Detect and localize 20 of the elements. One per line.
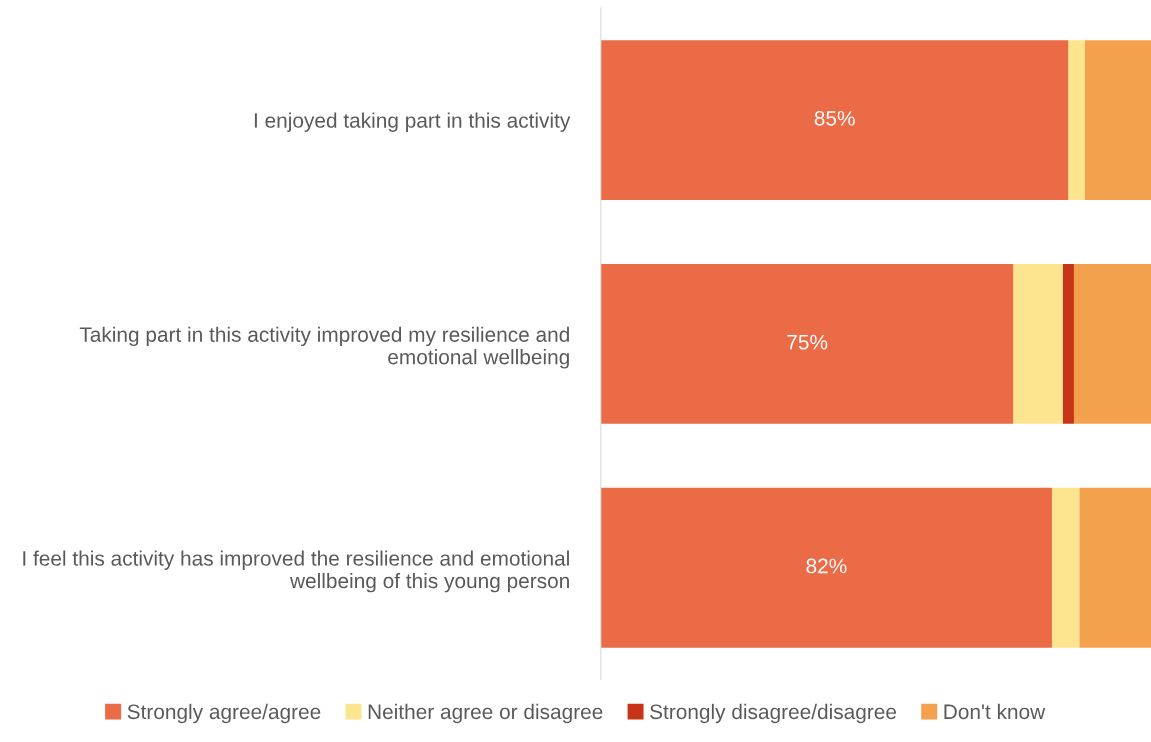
legend-label: Strongly agree/agree [127, 703, 321, 724]
bar [1062, 264, 1074, 424]
bar [600, 40, 1069, 200]
bar [600, 487, 1052, 648]
bar [1073, 264, 1151, 424]
data-label: 82% [806, 558, 847, 574]
legend-label: Don't know [944, 703, 1046, 720]
bar [600, 264, 1014, 424]
legend-label: Strongly disagree/disagree [650, 703, 897, 724]
data-label: 85% [814, 110, 855, 126]
y-tick-label: I feel this activity has improved the resilience and emotional wellbeing of this young person [23, 550, 569, 593]
bar [1068, 40, 1085, 200]
bar [1079, 487, 1151, 648]
legend-label: Neither agree or disagree [368, 703, 603, 724]
data-label: 75% [787, 334, 828, 350]
bar [1013, 264, 1063, 424]
bar [1084, 40, 1151, 200]
y-tick-label: I enjoyed taking part in this activity [254, 112, 571, 132]
bar [1051, 487, 1080, 648]
y-tick-label: Taking part in this activity improved my resilience and emotional wellbeing [79, 326, 569, 369]
